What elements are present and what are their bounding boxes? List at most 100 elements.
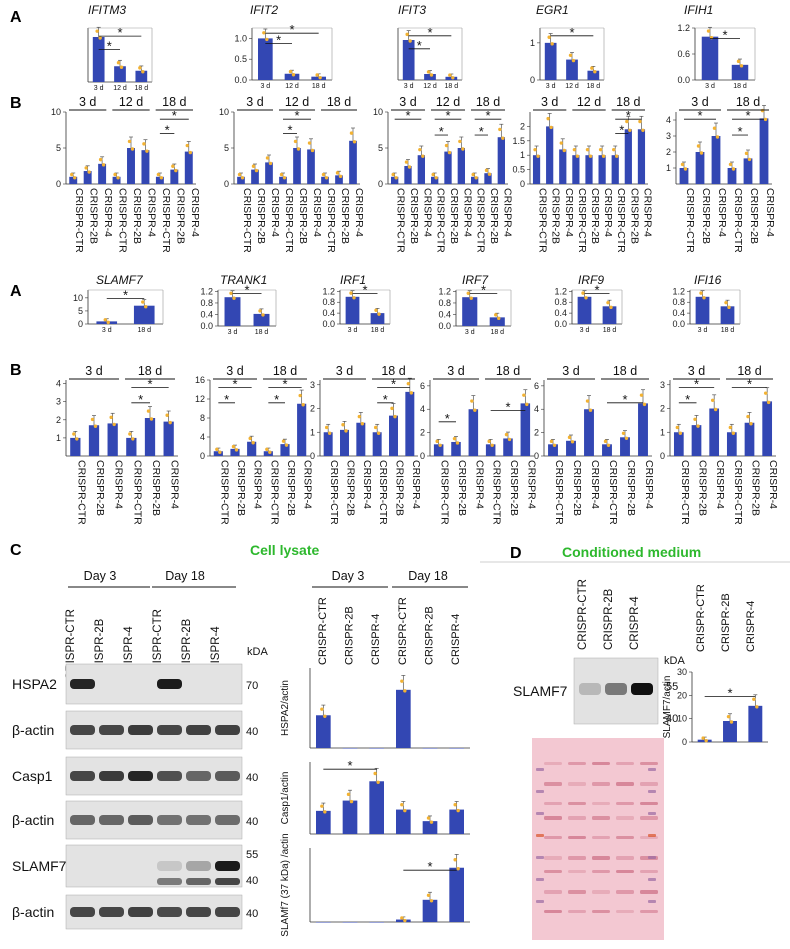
data-point [231, 444, 236, 449]
data-point [426, 893, 431, 897]
x-tick-label: CRISPR-4 [525, 460, 537, 509]
y-tick-label: 5 [378, 143, 383, 153]
y-tick-label: 10 [373, 107, 383, 117]
x-tick-label: CRISPR-4 [764, 188, 776, 237]
bar [126, 437, 137, 456]
y-axis-label: SLAMf7 (37 kDa) /actin [280, 833, 291, 936]
data-point [444, 143, 449, 148]
data-point [715, 135, 720, 139]
blot-membrane [65, 844, 243, 888]
data-point [584, 296, 588, 300]
data-point [552, 443, 557, 448]
group-label: 18 d [327, 95, 351, 109]
blot-band [579, 683, 601, 695]
blot-band [157, 725, 182, 735]
data-point [699, 291, 703, 295]
significance-star: * [485, 108, 490, 123]
chart-c-hspa2: HSPA2/actin [280, 668, 470, 749]
blot-band [157, 679, 182, 689]
data-point [585, 399, 590, 403]
significance-star: * [244, 283, 249, 298]
x-tick-label: CRISPR-4 [501, 188, 513, 237]
data-point [106, 320, 110, 325]
y-tick-label: 12 [195, 394, 205, 404]
data-point [165, 413, 169, 417]
chart-b-irf1: 0 1 2 3 CRISPR-CTR CRISPR-2B CRISPR-4 CRISPR-CT… [310, 377, 422, 526]
data-point [251, 441, 255, 445]
y-tick-label: 1 [530, 38, 535, 48]
data-point [352, 296, 356, 300]
x-tick-label: CRISPR-4 [269, 188, 281, 237]
data-point [507, 437, 512, 442]
x-tick-label: CRISPR-4 [473, 460, 485, 509]
data-point [248, 436, 252, 441]
data-point [461, 147, 465, 151]
bar [251, 169, 259, 184]
ponceau-band [568, 782, 586, 786]
significance-star: * [722, 27, 727, 42]
bar [230, 448, 240, 456]
data-point [533, 147, 537, 152]
data-point [261, 313, 265, 317]
data-point [338, 174, 343, 179]
data-point [727, 305, 731, 310]
blot-membrane [65, 756, 243, 796]
ponceau-band [568, 836, 586, 839]
data-point [101, 163, 106, 167]
y-tick-label: 0.4 [200, 309, 213, 319]
bar [83, 171, 92, 184]
bar [566, 440, 576, 456]
x-tick-label: 3 d [348, 327, 358, 334]
x-tick-label: CRISPR-4 [767, 460, 779, 509]
group-label: 12 d [119, 95, 143, 109]
bar [247, 441, 257, 456]
data-point [455, 441, 460, 445]
data-point [746, 414, 750, 419]
y-axis-label: HSPA2/actin [280, 680, 291, 736]
bar [723, 721, 737, 742]
bar [546, 126, 554, 184]
bar [163, 421, 174, 456]
bar [566, 59, 578, 80]
chart-title: IRF7 [462, 273, 489, 287]
chart-title: TRANK1 [220, 273, 267, 287]
bar [602, 444, 612, 456]
y-tick-label: 0 [200, 451, 205, 461]
y-tick-label: 8 [200, 413, 205, 423]
bar [695, 296, 710, 324]
data-point [429, 899, 434, 903]
bar [92, 37, 105, 82]
data-point [603, 439, 608, 444]
data-point [728, 162, 733, 167]
bar [224, 297, 241, 326]
bar [112, 176, 121, 184]
data-point [504, 432, 509, 437]
data-point [641, 128, 645, 132]
bar [107, 423, 118, 456]
panel-letter-b2: B [10, 362, 22, 379]
data-point [567, 435, 572, 440]
ponceau-band [544, 890, 562, 894]
ponceau-band [616, 762, 634, 765]
blot-label: β-actin [12, 722, 54, 738]
data-point [588, 154, 593, 158]
significance-star: * [294, 108, 299, 123]
data-point [601, 154, 606, 158]
significance-star: * [165, 123, 170, 138]
bar [584, 409, 594, 456]
group-label: 3 d [85, 364, 102, 378]
bar [485, 444, 496, 456]
bar [598, 155, 606, 184]
bar [503, 438, 513, 456]
bar [444, 151, 452, 184]
ponceau-band [568, 856, 586, 860]
significance-star: * [224, 392, 229, 407]
y-tick-label: 0.5 [234, 54, 247, 64]
y-tick-label: 5 [224, 143, 229, 153]
chart-d-slamf7: 0 10 20 30 SLAMF7/actin * [662, 667, 768, 747]
bar [449, 809, 464, 834]
data-point [109, 415, 113, 420]
x-tick-label: CRISPR-2B [345, 460, 357, 516]
day-label: Day 18 [408, 569, 448, 583]
